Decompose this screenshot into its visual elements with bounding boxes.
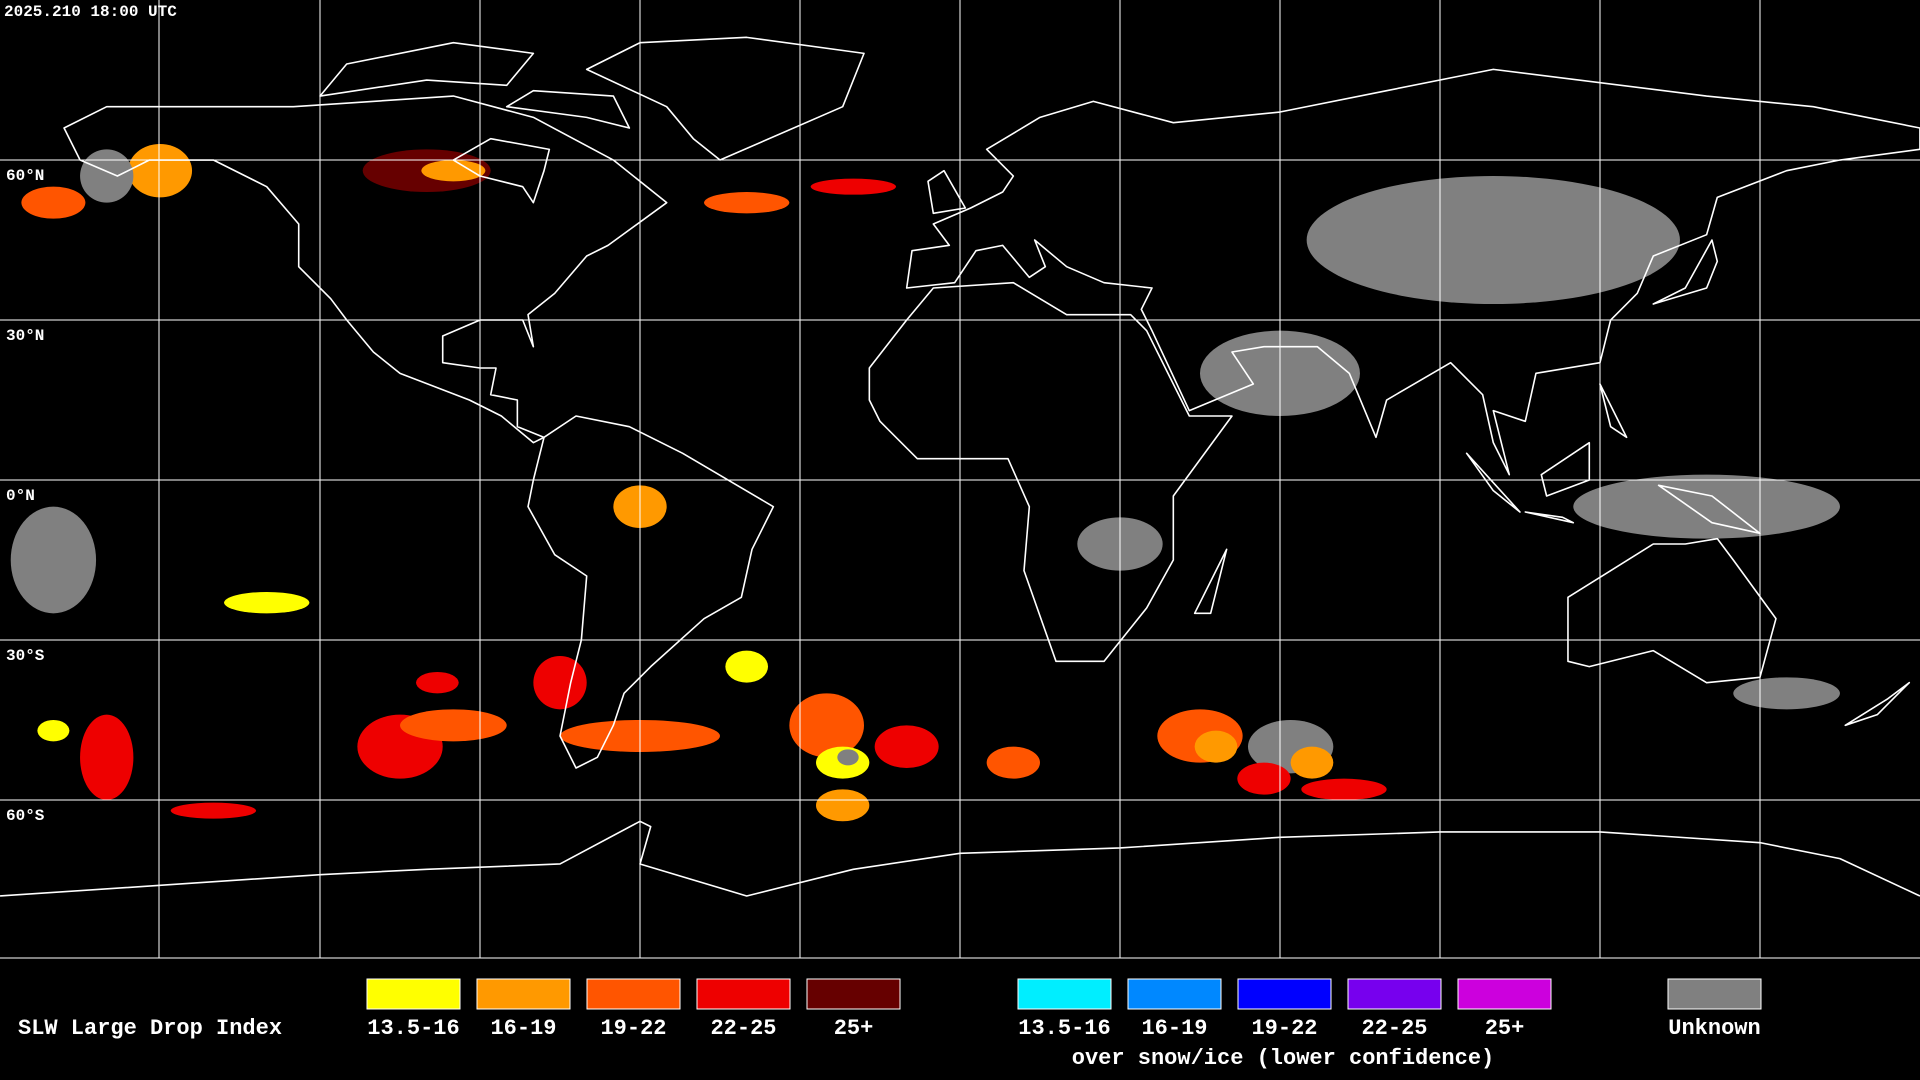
legend-label: 13.5-16 (367, 1016, 459, 1041)
legend-label: 22-25 (710, 1016, 776, 1041)
graticule (0, 0, 1920, 959)
slw-cluster (837, 749, 859, 766)
legend: SLW Large Drop Index over snow/ice (lowe… (18, 978, 1762, 1071)
south-america (528, 416, 773, 768)
slw-cluster (128, 144, 193, 198)
legend-swatch (1347, 978, 1442, 1010)
slw-cluster (810, 178, 897, 195)
timestamp: 2025.210 18:00 UTC (4, 3, 177, 21)
slw-cluster (421, 160, 486, 182)
slw-cluster (170, 802, 257, 819)
latitude-label: 30°N (6, 327, 44, 345)
slw-cluster (1194, 730, 1238, 763)
legend-swatch (1457, 978, 1552, 1010)
legend-swatch (366, 978, 461, 1010)
legend-label: 16-19 (490, 1016, 556, 1041)
slw-cluster (874, 725, 939, 768)
slw-cluster (816, 789, 870, 822)
slw-cluster (400, 709, 507, 742)
slw-cluster (986, 746, 1040, 779)
africa (869, 283, 1232, 662)
legend-label: 16-19 (1141, 1016, 1207, 1041)
legend-swatch (806, 978, 901, 1010)
legend-swatch (586, 978, 681, 1010)
slw-cluster (1733, 677, 1840, 710)
legend-label: 13.5-16 (1018, 1016, 1110, 1041)
legend-label: 25+ (1485, 1016, 1525, 1041)
slw-cluster (224, 591, 310, 614)
legend-label: 25+ (834, 1016, 874, 1041)
slw-cluster (416, 671, 459, 694)
legend-label: 19-22 (1251, 1016, 1317, 1041)
greenland (587, 37, 864, 160)
legend-swatch (1667, 978, 1762, 1010)
latitude-label: 0°N (6, 487, 35, 505)
latitude-labels: 60°N 30°N 0°N 30°S 60°S (6, 167, 45, 825)
slw-cluster (1290, 746, 1334, 779)
legend-label: 22-25 (1361, 1016, 1427, 1041)
slw-cluster (725, 650, 769, 683)
slw-cluster (533, 655, 587, 710)
legend-label: Unknown (1668, 1016, 1760, 1041)
slw-cluster (37, 719, 70, 742)
latitude-label: 60°S (6, 807, 45, 825)
slw-cluster (10, 506, 97, 614)
north-america (64, 96, 667, 443)
latitude-label: 60°N (6, 167, 44, 185)
slw-cluster (1301, 778, 1387, 800)
eurasia (907, 69, 1920, 474)
arctic-islands (320, 43, 629, 128)
legend-title: SLW Large Drop Index (18, 1016, 282, 1041)
coastlines (0, 37, 1920, 896)
latitude-label: 30°S (6, 647, 45, 665)
slw-cluster (21, 186, 86, 219)
slw-cluster (80, 714, 134, 800)
legend-swatch (1017, 978, 1112, 1010)
legend-swatch (696, 978, 791, 1010)
maritime (1467, 384, 1760, 533)
slw-cluster (789, 693, 865, 758)
slw-cluster (1573, 474, 1840, 539)
legend-swatch (1237, 978, 1332, 1010)
legend-swatch (1127, 978, 1222, 1010)
slw-cluster (80, 149, 134, 203)
legend-swatch (476, 978, 571, 1010)
legend-caption: over snow/ice (lower confidence) (1072, 1046, 1494, 1071)
slw-cluster (1237, 762, 1291, 795)
antarctica (0, 821, 1920, 896)
slw-cluster (1306, 176, 1680, 305)
legend-label: 19-22 (600, 1016, 666, 1041)
australia (1568, 539, 1909, 726)
slw-cluster (704, 192, 790, 214)
